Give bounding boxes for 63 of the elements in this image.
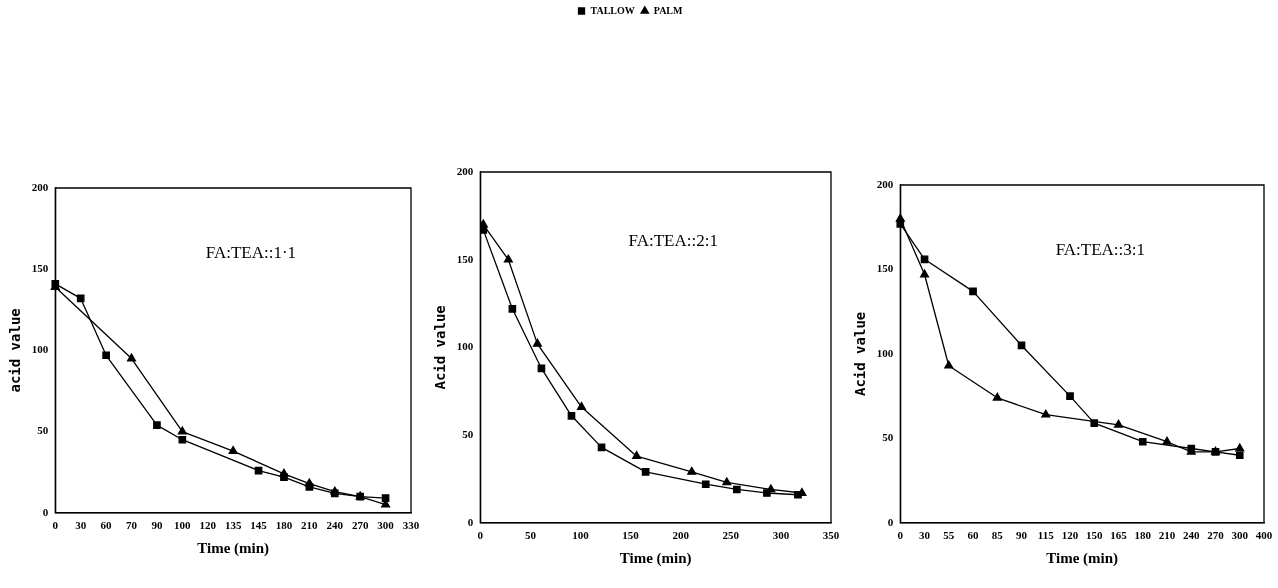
x-axis-title: Time (min) (619, 549, 692, 567)
x-tick-label: 210 (301, 519, 319, 532)
x-tick-label: 90 (151, 519, 163, 532)
x-tick-label: 135 (224, 519, 242, 532)
x-tick-label: 50 (524, 529, 537, 542)
x-tick-label: 60 (967, 529, 980, 542)
annotation: FA:TEA::2:1 (628, 231, 718, 251)
x-tick-label: 180 (275, 519, 293, 532)
x-tick-label: 240 (1183, 529, 1201, 542)
x-tick-label: 30 (75, 519, 87, 532)
x-tick-label: 330 (402, 519, 420, 532)
x-tick-label: 120 (1061, 529, 1079, 542)
x-tick-label: 100 (572, 529, 590, 542)
y-tick-label: 100 (456, 340, 474, 353)
x-tick-label: 100 (174, 519, 192, 532)
annotation: FA:TEA::3:1 (1055, 240, 1146, 259)
y-axis-title: Acid value (852, 311, 869, 397)
annotation: FA:TEA::1·1 (205, 243, 297, 262)
x-tick-label: 115 (1037, 529, 1055, 542)
x-tick-label: 165 (1110, 529, 1128, 542)
x-tick-label: 250 (722, 529, 740, 542)
y-axis-title: acid value (7, 308, 24, 393)
x-axis-title: Time (min) (197, 539, 270, 557)
x-tick-label: 300 (377, 519, 395, 532)
y-tick-label: 100 (31, 343, 49, 356)
x-tick-label: 350 (822, 529, 840, 542)
y-tick-label: 100 (876, 346, 894, 359)
x-tick-label: 180 (1134, 529, 1152, 542)
y-tick-label: 50 (37, 424, 49, 437)
x-tick-label: 70 (126, 519, 138, 532)
y-tick-label: 200 (456, 164, 474, 177)
x-tick-label: 85 (991, 529, 1004, 542)
y-tick-label: 50 (462, 427, 474, 440)
x-tick-label: 300 (772, 529, 790, 542)
x-tick-label: 60 (100, 519, 113, 532)
x-tick-label: 0 (477, 529, 484, 542)
x-tick-label: 240 (326, 519, 344, 532)
x-tick-label: 55 (943, 529, 955, 542)
y-tick-label: 200 (876, 177, 894, 190)
legend-label: TALLOW (590, 4, 635, 16)
x-tick-label: 150 (622, 529, 640, 542)
x-tick-label: 200 (672, 529, 690, 542)
x-tick-label: 270 (351, 519, 369, 532)
y-tick-label: 150 (876, 262, 894, 275)
x-axis-title: Time (min) (1046, 549, 1119, 567)
x-tick-label: 150 (1086, 529, 1104, 542)
y-tick-label: 200 (31, 180, 49, 193)
y-tick-label: 50 (882, 431, 894, 444)
y-axis-title: Acid value (432, 305, 449, 390)
x-tick-label: 300 (1231, 529, 1249, 542)
x-tick-label: 210 (1158, 529, 1176, 542)
x-tick-label: 30 (919, 529, 931, 542)
x-tick-label: 400 (1255, 529, 1273, 542)
x-tick-label: 145 (250, 519, 268, 532)
y-tick-label: 0 (42, 505, 49, 518)
x-tick-label: 90 (1016, 529, 1028, 542)
x-tick-label: 120 (199, 519, 217, 532)
x-tick-label: 0 (52, 519, 59, 532)
x-tick-label: 0 (897, 529, 904, 542)
legend-label: PALM (653, 4, 684, 16)
y-tick-label: 150 (31, 262, 49, 275)
y-tick-label: 150 (456, 252, 474, 265)
x-tick-label: 270 (1207, 529, 1225, 542)
